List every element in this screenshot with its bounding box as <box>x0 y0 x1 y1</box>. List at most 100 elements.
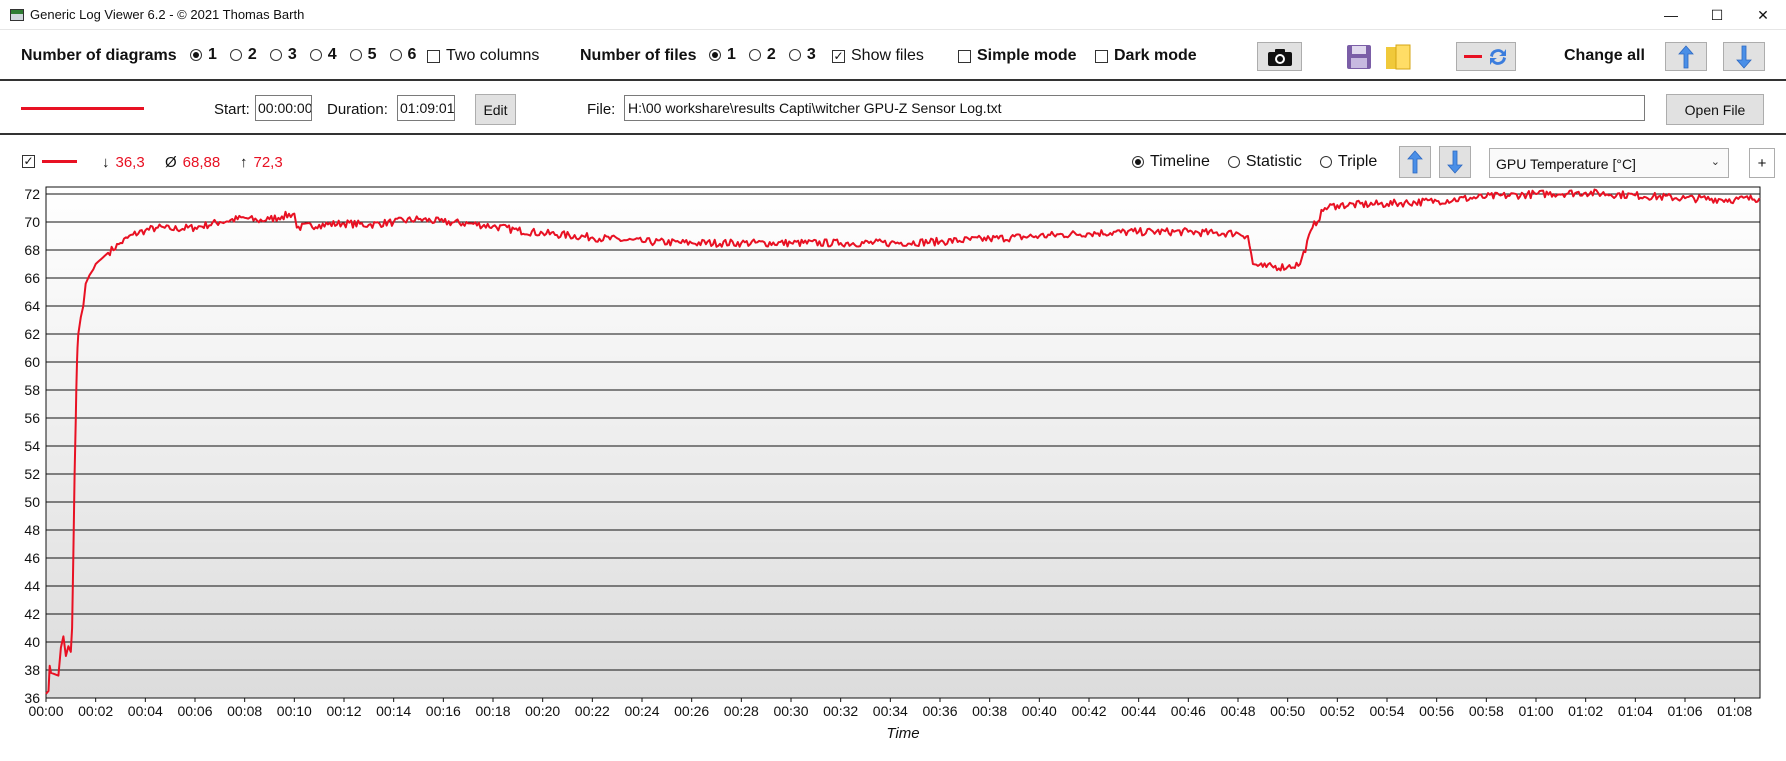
x-tick-label: 00:04 <box>128 703 163 719</box>
diagrams-option-2[interactable]: 2 <box>229 46 257 64</box>
two-columns-check[interactable] <box>427 49 440 63</box>
radio-button[interactable] <box>309 49 322 61</box>
view-option-triple[interactable]: Triple <box>1319 153 1378 171</box>
move-down-button[interactable] <box>1439 146 1471 178</box>
y-tick-label: 60 <box>24 354 40 370</box>
show-files-check[interactable]: ✓ <box>832 48 845 63</box>
diagrams-option-4[interactable]: 4 <box>309 46 337 64</box>
radio-button[interactable] <box>1319 156 1332 168</box>
view-option-statistic[interactable]: Statistic <box>1227 153 1302 171</box>
radio-label: 6 <box>407 46 417 63</box>
file-label: File: <box>587 101 616 118</box>
files-option-2[interactable]: 2 <box>748 46 776 64</box>
plot-area <box>45 186 1761 699</box>
radio-button[interactable] <box>1132 156 1144 168</box>
files-option-1[interactable]: 1 <box>709 46 736 64</box>
radio-button[interactable] <box>269 49 282 61</box>
line-color-sample[interactable] <box>21 107 144 110</box>
dark-mode-label: Dark mode <box>1114 47 1197 64</box>
series-line-sample[interactable] <box>42 160 77 163</box>
screenshot-button[interactable] <box>1257 42 1302 71</box>
edit-button[interactable]: Edit <box>475 94 516 125</box>
diagrams-option-6[interactable]: 6 <box>389 46 417 64</box>
open-file-button[interactable]: Open File <box>1666 94 1764 125</box>
start-field[interactable]: 00:00:00 <box>255 95 312 121</box>
line-chart: 36 38 40 42 44 46 48 50 52 54 56 58 60 62 64 66 68 70 72 0… <box>24 186 1761 742</box>
file-path-field[interactable]: H:\00 workshare\results Capti\witcher GP… <box>624 95 1645 121</box>
radio-label: 2 <box>247 46 257 63</box>
move-up-button[interactable] <box>1399 146 1431 178</box>
move-down-all-button[interactable] <box>1723 42 1765 71</box>
move-up-all-button[interactable] <box>1665 42 1707 71</box>
y-tick-label: 54 <box>24 438 40 454</box>
x-tick-label: 00:50 <box>1270 703 1305 719</box>
x-tick-label: 00:36 <box>922 703 957 719</box>
x-tick-label: 00:10 <box>277 703 312 719</box>
diagrams-option-5[interactable]: 5 <box>349 46 377 64</box>
two-columns-checkbox[interactable]: Two columns <box>427 47 539 65</box>
x-tick-label: 00:12 <box>326 703 361 719</box>
add-diagram-button[interactable]: + <box>1749 148 1775 178</box>
radio-button[interactable] <box>788 49 801 61</box>
simple-mode-checkbox[interactable]: Simple mode <box>958 47 1077 65</box>
y-tick-label: 66 <box>24 270 40 286</box>
diagrams-option-1[interactable]: 1 <box>190 46 217 64</box>
radio-button[interactable] <box>349 49 362 61</box>
diagrams-option-3[interactable]: 3 <box>269 46 297 64</box>
close-button[interactable]: ✕ <box>1757 6 1769 23</box>
x-tick-label: 00:48 <box>1220 703 1255 719</box>
y-tick-label: 48 <box>24 522 40 538</box>
x-tick-label: 00:20 <box>525 703 560 719</box>
x-tick-label: 00:00 <box>28 703 63 719</box>
metric-select[interactable]: GPU Temperature [°C] ⌄ <box>1489 148 1729 178</box>
radio-button[interactable] <box>748 49 761 61</box>
radio-button[interactable] <box>190 49 202 61</box>
change-all-label: Change all <box>1564 47 1645 64</box>
file-row: Start: 00:00:00 Duration: 01:09:01 Edit … <box>0 83 1786 135</box>
x-tick-label: 00:06 <box>177 703 212 719</box>
radio-label: Timeline <box>1150 153 1210 170</box>
y-tick-label: 38 <box>24 662 40 678</box>
toggle-line-refresh-button[interactable] <box>1456 42 1516 71</box>
arrow-down-icon <box>1447 150 1463 174</box>
minimize-button[interactable]: — <box>1664 7 1678 23</box>
app-icon <box>10 9 24 21</box>
duration-field[interactable]: 01:09:01 <box>397 95 455 121</box>
series-visible-check[interactable]: ✓ <box>22 154 35 168</box>
title-bar: Generic Log Viewer 6.2 - © 2021 Thomas B… <box>0 0 1786 30</box>
radio-label: Triple <box>1337 153 1378 170</box>
radio-label: 5 <box>367 46 377 63</box>
radio-button[interactable] <box>389 49 402 61</box>
x-axis-label: Time <box>886 725 919 742</box>
x-tick-label: 01:04 <box>1618 703 1653 719</box>
y-tick-label: 44 <box>24 578 40 594</box>
maximize-button[interactable]: ☐ <box>1710 6 1724 23</box>
show-files-checkbox[interactable]: ✓ Show files <box>832 47 924 65</box>
grid-lines <box>46 193 1760 699</box>
y-tick-label: 40 <box>24 634 40 650</box>
y-tick-label: 58 <box>24 382 40 398</box>
x-tick-label: 00:28 <box>724 703 759 719</box>
x-tick-label: 00:30 <box>773 703 808 719</box>
simple-mode-check[interactable] <box>958 49 971 63</box>
radio-button[interactable] <box>1227 156 1240 168</box>
max-stat: ↑ 72,3 <box>240 154 283 171</box>
save-button[interactable] <box>1345 43 1373 71</box>
x-tick-label: 00:26 <box>674 703 709 719</box>
open-folder-button[interactable] <box>1384 43 1412 71</box>
min-symbol: ↓ <box>102 154 110 171</box>
file-count-radio-group: 1 2 3 <box>709 46 829 64</box>
radio-button[interactable] <box>709 49 721 61</box>
radio-label: 3 <box>287 46 297 63</box>
view-option-timeline[interactable]: Timeline <box>1132 153 1210 171</box>
radio-button[interactable] <box>229 49 242 61</box>
toolbar: Number of diagrams 1 2 3 4 5 6 Two columns Nu… <box>0 31 1786 81</box>
radio-label: 1 <box>727 46 736 63</box>
files-option-3[interactable]: 3 <box>788 46 816 64</box>
dark-mode-checkbox[interactable]: Dark mode <box>1095 47 1197 65</box>
x-axis-ticks: 00:00 00:02 00:04 00:06 00:08 00:10 00:12 00:14… <box>28 698 1752 719</box>
folder-icon <box>1386 44 1411 70</box>
x-tick-label: 00:38 <box>972 703 1007 719</box>
dark-mode-check[interactable] <box>1095 49 1108 63</box>
min-stat: ↓ 36,3 <box>102 154 145 171</box>
